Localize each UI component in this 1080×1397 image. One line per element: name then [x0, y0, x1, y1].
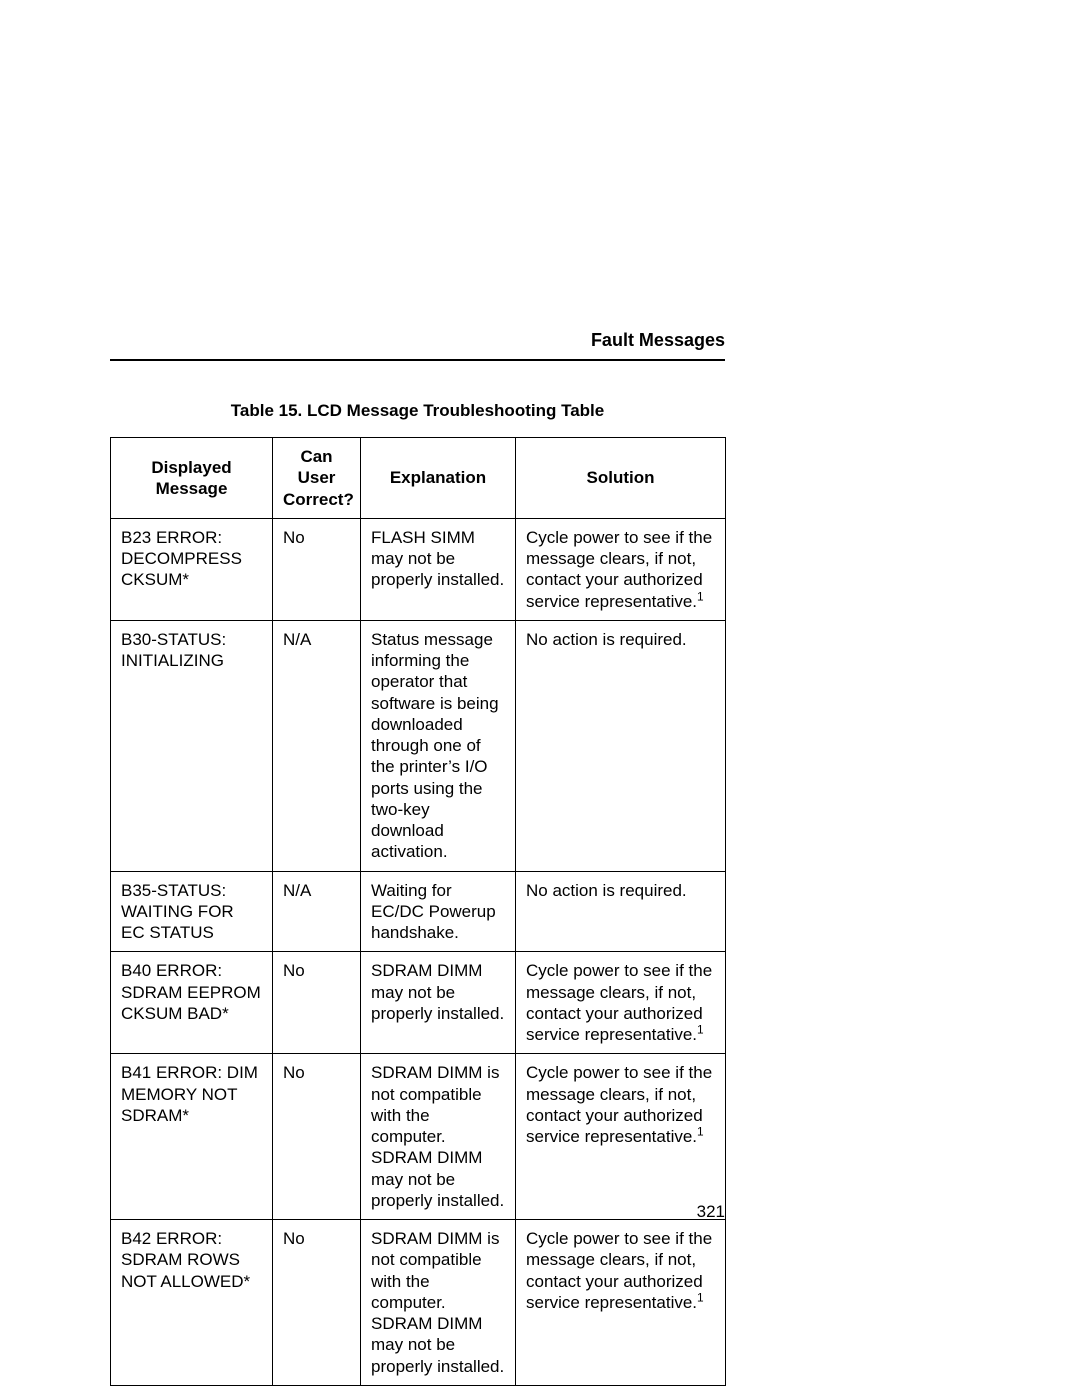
table-caption: Table 15. LCD Message Troubleshooting Ta… [110, 401, 725, 421]
section-divider [110, 359, 725, 361]
footnote-marker: 1 [697, 1290, 704, 1304]
section-title: Fault Messages [110, 330, 725, 351]
cell-solution: Cycle power to see if the message clears… [516, 1220, 726, 1386]
col-header-explanation: Explanation [361, 438, 516, 519]
cell-can-user-correct: N/A [273, 871, 361, 952]
table-row: B42 ERROR: SDRAM ROWS NOT ALLOWED*NoSDRA… [111, 1220, 726, 1386]
cell-solution: Cycle power to see if the message clears… [516, 952, 726, 1054]
col-header-solution: Solution [516, 438, 726, 519]
cell-can-user-correct: N/A [273, 620, 361, 871]
footnote-marker: 1 [697, 589, 704, 603]
cell-can-user-correct: No [273, 518, 361, 620]
cell-displayed-message: B42 ERROR: SDRAM ROWS NOT ALLOWED* [111, 1220, 273, 1386]
troubleshooting-table: Displayed Message Can User Correct? Expl… [110, 437, 726, 1386]
table-row: B41 ERROR: DIM MEMORY NOT SDRAM*NoSDRAM … [111, 1054, 726, 1220]
cell-solution: Cycle power to see if the message clears… [516, 1054, 726, 1220]
page-number: 321 [110, 1202, 725, 1222]
cell-explanation: SDRAM DIMM is not compatible with the co… [361, 1220, 516, 1386]
table-header-row: Displayed Message Can User Correct? Expl… [111, 438, 726, 519]
cell-can-user-correct: No [273, 1220, 361, 1386]
cell-solution: No action is required. [516, 620, 726, 871]
cell-explanation: FLASH SIMM may not be properly installed… [361, 518, 516, 620]
table-row: B35-STATUS: WAITING FOR EC STATUSN/AWait… [111, 871, 726, 952]
col-header-displayed-message: Displayed Message [111, 438, 273, 519]
cell-can-user-correct: No [273, 1054, 361, 1220]
col-header-can-user-correct: Can User Correct? [273, 438, 361, 519]
cell-displayed-message: B35-STATUS: WAITING FOR EC STATUS [111, 871, 273, 952]
cell-displayed-message: B23 ERROR: DECOMPRESS CKSUM* [111, 518, 273, 620]
page: Fault Messages Table 15. LCD Message Tro… [0, 0, 1080, 1397]
cell-explanation: Status message informing the operator th… [361, 620, 516, 871]
footnote-marker: 1 [697, 1124, 704, 1138]
content-area: Fault Messages Table 15. LCD Message Tro… [110, 330, 725, 1386]
table-body: B23 ERROR: DECOMPRESS CKSUM*NoFLASH SIMM… [111, 518, 726, 1385]
cell-solution: No action is required. [516, 871, 726, 952]
cell-solution: Cycle power to see if the message clears… [516, 518, 726, 620]
cell-displayed-message: B30-STATUS: INITIALIZING [111, 620, 273, 871]
cell-displayed-message: B40 ERROR: SDRAM EEPROM CKSUM BAD* [111, 952, 273, 1054]
table-row: B23 ERROR: DECOMPRESS CKSUM*NoFLASH SIMM… [111, 518, 726, 620]
cell-explanation: SDRAM DIMM is not compatible with the co… [361, 1054, 516, 1220]
footnote-marker: 1 [697, 1022, 704, 1036]
cell-can-user-correct: No [273, 952, 361, 1054]
cell-explanation: Waiting for EC/DC Powerup handshake. [361, 871, 516, 952]
col-header-line2: Correct? [283, 490, 354, 509]
table-row: B40 ERROR: SDRAM EEPROM CKSUM BAD*NoSDRA… [111, 952, 726, 1054]
cell-displayed-message: B41 ERROR: DIM MEMORY NOT SDRAM* [111, 1054, 273, 1220]
col-header-line1: Can User [298, 447, 336, 487]
table-row: B30-STATUS: INITIALIZINGN/AStatus messag… [111, 620, 726, 871]
cell-explanation: SDRAM DIMM may not be properly installed… [361, 952, 516, 1054]
